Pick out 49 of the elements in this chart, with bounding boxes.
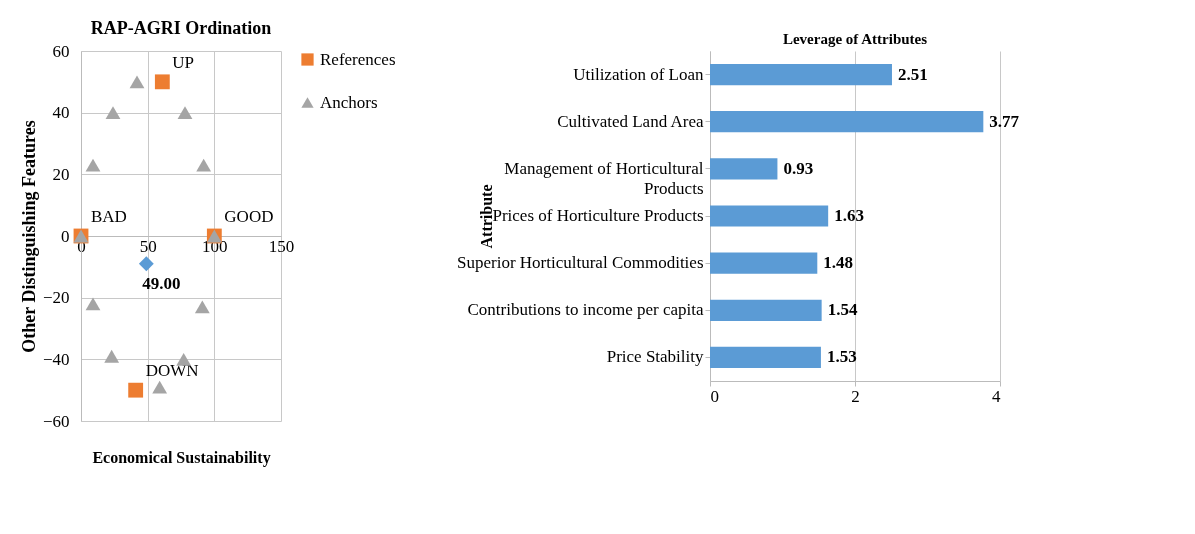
x-tick-label: 2 <box>851 386 860 406</box>
point <box>85 158 101 172</box>
y-tick-label: Management of Horticultural Products <box>504 158 704 198</box>
y-tick-label: Superior Horticultural Commodities <box>457 253 704 273</box>
x-tick-label: 50 <box>139 236 157 256</box>
y-tick-label: Cultivated Land Area <box>557 111 704 131</box>
data-label: UP <box>172 52 195 72</box>
data-label: 0.93 <box>783 158 814 178</box>
y-tick-label: Contributions to income per capita <box>467 300 704 320</box>
data-label: DOWN <box>145 361 199 381</box>
data-label: BAD <box>91 207 127 226</box>
data-label: 1.54 <box>827 300 858 320</box>
x-tick-label: 150 <box>268 236 295 256</box>
y-tick-label: −20 <box>42 288 70 308</box>
x-tick-label: 0 <box>710 386 719 406</box>
x-axis-title: Economical Sustainability <box>92 448 271 467</box>
point <box>154 74 170 90</box>
data-label: 1.53 <box>826 347 857 367</box>
x-tick-label: 4 <box>992 386 1001 406</box>
y-tick-label: Utilization of Loan <box>573 64 704 84</box>
y-tick-label: −60 <box>42 411 70 431</box>
legend-label: References <box>320 49 396 69</box>
y-tick-label: 40 <box>52 103 70 123</box>
legend-label: Anchors <box>320 92 378 112</box>
y-axis-title: Other Distinguishing Features <box>18 120 39 353</box>
y-tick-label: 20 <box>52 164 70 184</box>
data-label: 2.51 <box>897 64 928 84</box>
y-tick-label: −40 <box>42 349 70 369</box>
point <box>128 382 144 398</box>
chart-title: RAP-AGRI Ordination <box>90 18 272 38</box>
point <box>177 106 193 120</box>
point <box>176 352 192 366</box>
chart-title: Leverage of Attributes <box>782 31 928 47</box>
data-label: 3.77 <box>989 111 1020 131</box>
point <box>129 75 145 89</box>
point <box>196 158 212 172</box>
point <box>194 300 210 314</box>
data-label: 1.63 <box>834 206 864 225</box>
data-label: 1.48 <box>823 253 854 273</box>
point <box>152 380 168 394</box>
annotation: 49.00 <box>142 273 181 293</box>
point <box>85 297 101 311</box>
y-tick-label: 60 <box>52 41 70 61</box>
data-label: GOOD <box>224 207 274 226</box>
y-tick-label: Prices of Horticulture Products <box>492 206 704 225</box>
point <box>104 349 120 363</box>
y-tick-label: Price Stability <box>606 347 704 367</box>
point <box>138 256 154 272</box>
point <box>105 106 121 120</box>
